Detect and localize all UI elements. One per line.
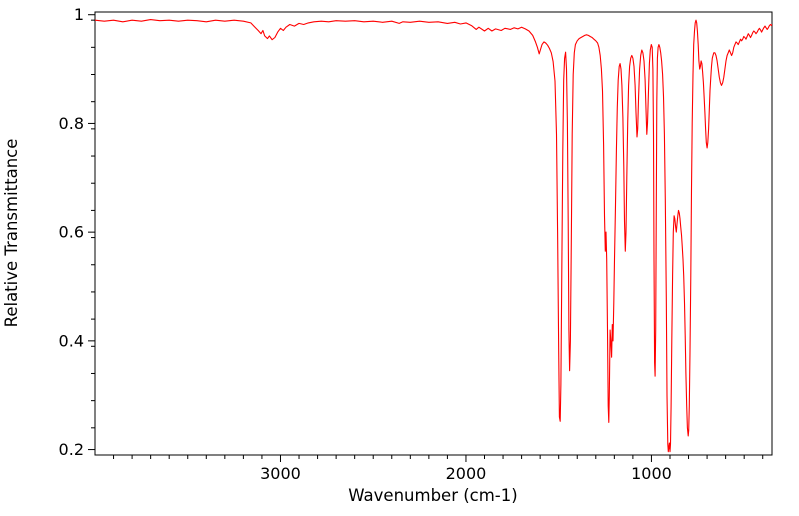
x-tick-label: 1000 xyxy=(631,464,672,483)
y-tick-label: 0.8 xyxy=(59,114,84,133)
spectrum-line xyxy=(95,19,772,453)
y-tick-label: 0.4 xyxy=(59,331,84,350)
y-tick-label: 0.2 xyxy=(59,440,84,459)
x-axis-label: Wavenumber (cm-1) xyxy=(348,486,517,505)
axes: 3000 2000 1000 0.2 0.4 0.6 0.8 1 xyxy=(59,5,773,483)
y-axis-label: Relative Transmittance xyxy=(2,139,21,328)
plot-frame xyxy=(94,11,773,456)
y-tick-label: 0.6 xyxy=(59,223,84,242)
y-tick-label: 1 xyxy=(74,5,84,24)
x-tick-label: 3000 xyxy=(260,464,301,483)
x-tick-label: 2000 xyxy=(446,464,487,483)
